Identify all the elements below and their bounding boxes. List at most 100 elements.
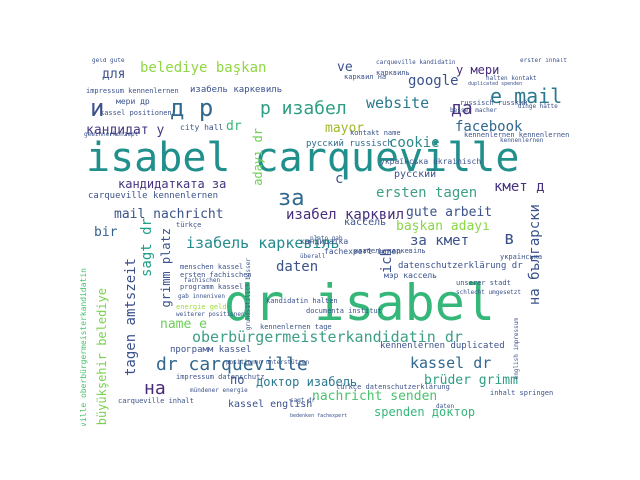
word: кандидат у xyxy=(86,123,165,138)
word: türkçe xyxy=(176,221,202,229)
word: у мери xyxy=(456,63,500,77)
word: dr carqueville xyxy=(156,354,308,375)
word: bir xyxy=(94,225,118,240)
word: кмет д xyxy=(494,179,545,195)
word: fachischen xyxy=(184,277,221,284)
word: grimm platz xyxy=(159,228,173,308)
word: başkan adayı xyxy=(396,219,490,234)
word: за кмет xyxy=(410,233,470,249)
word: facebook xyxy=(455,119,523,135)
word: gewinnerkonzept xyxy=(84,131,139,138)
word: изабел карквил xyxy=(286,207,405,223)
word: adayı dr xyxy=(251,128,265,186)
word: unserer stadt xyxy=(456,279,511,287)
word: besser macher xyxy=(450,107,497,114)
word: dr isabel xyxy=(224,274,495,332)
word: russisch russkий xyxy=(460,99,528,107)
word: schlecht umgesetzt xyxy=(456,289,522,296)
word: изабель каркевіль xyxy=(354,247,426,255)
word: ersten fachischen xyxy=(180,271,252,279)
word: duplicated spenden xyxy=(468,81,523,87)
word: kassel dr xyxy=(410,354,492,372)
word: programm kassel xyxy=(180,283,244,291)
word: halten kontakt xyxy=(486,75,537,82)
word: name e xyxy=(160,317,207,332)
word: bedenken fachexpert xyxy=(290,413,348,419)
word: kassel positionen xyxy=(100,109,172,117)
word: brüder grimm xyxy=(424,373,518,388)
word: erster inhalt xyxy=(520,58,567,64)
word: dinge hätte xyxy=(518,103,558,110)
word: ізабель каркевіль xyxy=(186,234,340,252)
word: и xyxy=(90,94,105,122)
word: mündener energie xyxy=(190,387,248,394)
word: в xyxy=(504,228,515,249)
word: weiterer positionen xyxy=(176,311,245,318)
word: да xyxy=(451,98,473,119)
word: tagen amtszeit xyxy=(123,258,139,377)
word: кассель xyxy=(344,217,387,228)
word: kennenlernen kennenlernen xyxy=(464,131,570,139)
word: русский xyxy=(394,169,437,180)
word: büyükşehir belediye xyxy=(95,288,109,426)
word: positionen unterstützen xyxy=(226,359,310,366)
word: ersten tagen xyxy=(376,185,478,201)
word: überall xyxy=(300,253,326,260)
word: українська ukrainisch xyxy=(380,157,482,166)
word: кандидатката за xyxy=(118,177,227,191)
word: daten xyxy=(276,259,319,275)
word: datenschutzerklärung dr xyxy=(398,261,523,271)
word: sagt dr xyxy=(290,397,316,404)
word: kandidatin halten xyxy=(266,297,338,305)
word: carqueville kennenlernen xyxy=(88,191,219,201)
word: carqueville inhalt xyxy=(118,397,194,405)
word: mayor xyxy=(325,121,365,136)
word: карквил на xyxy=(344,73,387,81)
word: belediye başkan xyxy=(140,60,267,76)
word: türkçe datenschutzerklärung xyxy=(336,383,450,391)
word: за xyxy=(278,186,305,211)
word: impressum kennenlernen xyxy=(86,87,179,95)
word: мери др xyxy=(116,97,150,106)
word: по xyxy=(230,373,245,387)
word: impressum datenschutz xyxy=(176,373,265,381)
word: kassel english xyxy=(228,399,313,410)
word: на xyxy=(144,378,166,399)
word: д р xyxy=(170,94,214,122)
word: кандидатка xyxy=(300,237,349,246)
word: мэр кассель xyxy=(384,271,437,280)
word: доктор изабель xyxy=(256,375,358,389)
word: dr xyxy=(226,119,242,134)
word: plato gab xyxy=(310,235,343,242)
word: mail nachricht xyxy=(114,207,224,222)
word: oberbürgermeisterkandidatin dr xyxy=(192,328,463,346)
word: website xyxy=(366,94,430,112)
word: українська xyxy=(500,253,543,261)
word: kennenlernen xyxy=(500,137,544,144)
word: sagt dr xyxy=(139,218,155,278)
word: city hall xyxy=(180,123,224,132)
word: isabel carqueville xyxy=(86,135,520,181)
word-cloud: isabel carqueville dr isabel д р и за да… xyxy=(80,58,576,426)
word: google xyxy=(408,73,459,89)
word: documenta institut xyxy=(306,307,382,315)
word: р изабел xyxy=(260,98,347,119)
word: gute arbeit xyxy=(406,205,493,220)
word: kennenlernen duplicated xyxy=(380,341,505,351)
word: программ kassel xyxy=(170,345,252,355)
word: русский russisch xyxy=(306,139,393,149)
word: geld gute xyxy=(92,58,125,64)
word: spenden доктор xyxy=(374,405,476,419)
word: daten xyxy=(436,403,455,410)
word: kontakt name xyxy=(350,129,401,137)
word: ve xyxy=(337,60,353,75)
word: energie geld xyxy=(176,303,227,311)
word: carqueville kandidatin xyxy=(376,59,456,66)
word: kennenlernen tage xyxy=(260,323,332,331)
word: nachricht senden xyxy=(312,389,438,404)
word: inhalt springen xyxy=(490,389,554,397)
word: fachexpert innen xyxy=(324,247,402,256)
word: для xyxy=(102,67,126,82)
word: карквиль xyxy=(376,69,410,77)
word: menschen kassel xyxy=(180,263,244,271)
